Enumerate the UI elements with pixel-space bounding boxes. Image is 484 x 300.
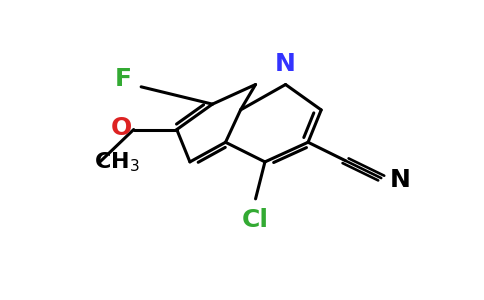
Text: O: O [111,116,132,140]
Text: N: N [275,52,296,76]
Text: F: F [115,67,132,91]
Text: Cl: Cl [242,208,268,232]
Text: CH$_3$: CH$_3$ [94,150,140,174]
Text: N: N [390,168,411,192]
